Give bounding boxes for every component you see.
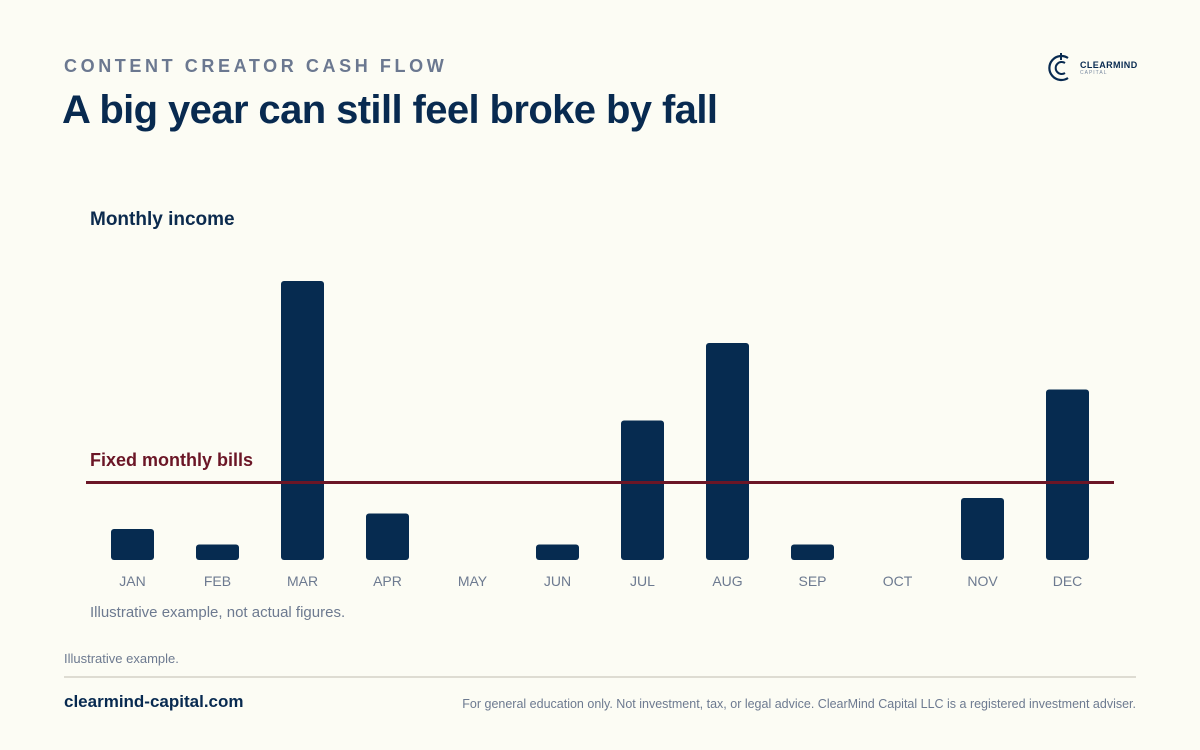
chart-note: Illustrative example, not actual figures… [90, 604, 346, 621]
bar-jan [111, 529, 154, 560]
x-tick-label: MAR [287, 573, 318, 589]
x-tick-label: JAN [119, 573, 145, 589]
logo-sub: CAPITAL [1080, 69, 1108, 76]
x-tick-label: NOV [967, 573, 998, 589]
x-tick-label: APR [373, 573, 402, 589]
brand-logo: CLEARMIND CAPITAL [1046, 52, 1138, 84]
bar-feb [196, 544, 239, 560]
eyebrow: CONTENT CREATOR CASH FLOW [64, 56, 448, 76]
x-tick-label: OCT [883, 573, 913, 589]
x-tick-label: AUG [712, 573, 742, 589]
bar-mar [281, 281, 324, 560]
bar-dec [1046, 389, 1089, 560]
x-tick-label: JUL [630, 573, 655, 589]
footnote: Illustrative example. [64, 651, 179, 666]
x-tick-label: SEP [798, 573, 826, 589]
bar-nov [961, 498, 1004, 560]
x-tick-label: JUN [544, 573, 571, 589]
logo-name: CLEARMIND [1080, 59, 1138, 70]
site-link[interactable]: clearmind-capital.com [64, 692, 244, 711]
disclaimer: For general education only. Not investme… [462, 697, 1136, 711]
bar-apr [366, 513, 409, 560]
page-title: A big year can still feel broke by fall [62, 88, 718, 132]
footer-divider [64, 676, 1136, 678]
bar-jul [621, 420, 664, 560]
bar-jun [536, 544, 579, 560]
chart-title: Monthly income [90, 209, 235, 230]
bar-aug [706, 343, 749, 560]
x-tick-label: MAY [458, 573, 488, 589]
bar-sep [791, 544, 834, 560]
x-tick-label: DEC [1053, 573, 1083, 589]
x-tick-label: FEB [204, 573, 231, 589]
reference-line-label: Fixed monthly bills [90, 450, 254, 470]
logo-mark-icon [1048, 53, 1069, 82]
